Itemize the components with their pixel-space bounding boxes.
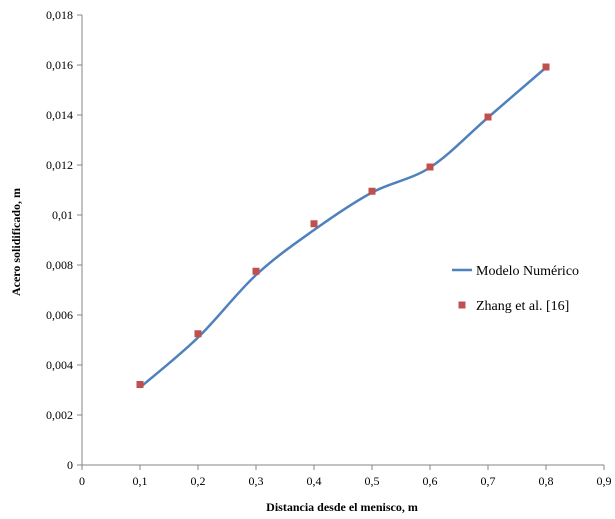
x-tick-label: 0,2 [191,474,206,488]
legend-label-modelo-numerico: Modelo Numérico [476,264,579,279]
data-point-zhang [136,381,144,388]
data-point-zhang [426,163,434,171]
y-tick-label: 0 [67,458,73,472]
legend-marker-swatch [458,301,466,309]
data-point-zhang [310,220,318,228]
x-axis-title: Distancia desde el menisco, m [266,500,418,514]
data-point-zhang [542,63,550,71]
x-tick-label: 0,8 [539,474,554,488]
y-tick-label: 0,002 [46,408,73,422]
y-tick-label: 0,008 [46,258,73,272]
x-tick-label: 0,5 [365,474,380,488]
x-tick-label: 0,4 [307,474,322,488]
y-tick-label: 0,01 [52,208,73,222]
legend-label-zhang: Zhang et al. [16] [476,299,569,314]
x-tick-label: 0,6 [423,474,438,488]
legend: Modelo Numérico Zhang et al. [16] [452,264,579,314]
x-tick-labels: 0 0,1 0,2 0,3 0,4 0,5 0,6 0,7 0,8 0,9 [79,465,612,488]
y-tick-label: 0,006 [46,308,73,322]
x-tick-label: 0,9 [597,474,612,488]
y-tick-label: 0,012 [46,158,73,172]
x-tick-label: 0,1 [133,474,148,488]
x-tick-label: 0 [79,474,85,488]
data-point-zhang [484,113,492,121]
plot-area [136,63,550,389]
y-tick-label: 0,004 [46,358,73,372]
y-tick-label: 0,016 [46,58,73,72]
y-axis-title: Acero solidificado, m [9,188,23,296]
data-point-zhang [252,267,260,275]
y-tick-labels: 0 0,002 0,004 0,006 0,008 0,01 0,012 0,014 0,016… [46,8,82,472]
series-line-modelo-numerico [139,66,547,389]
y-tick-label: 0,018 [46,8,73,22]
data-point-zhang [368,187,376,195]
data-point-zhang [194,330,202,338]
x-tick-label: 0,7 [481,474,496,488]
x-tick-label: 0,3 [249,474,264,488]
y-tick-label: 0,014 [46,108,73,122]
axes [81,15,604,466]
